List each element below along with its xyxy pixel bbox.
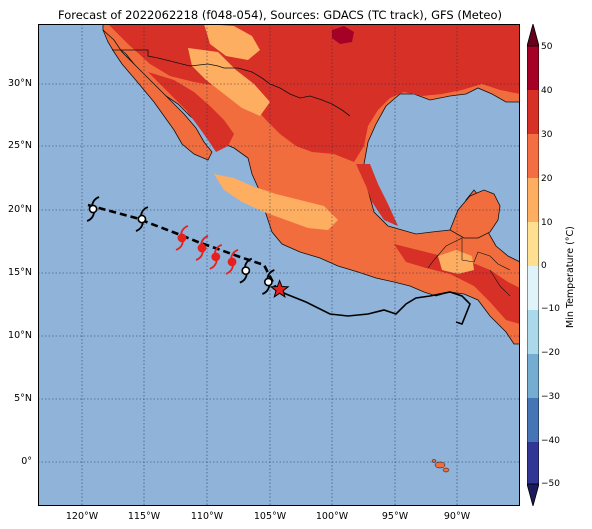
- colorbar-bin: [527, 222, 539, 266]
- land-yucatan: [449, 189, 501, 239]
- lat-label: 30°N: [8, 78, 32, 89]
- colorbar-tick: 0: [541, 261, 547, 271]
- colorbar-bin: [527, 134, 539, 178]
- map-title: Forecast of 2022062218 (f048-054), Sourc…: [58, 8, 502, 22]
- colorbar-bin: [527, 310, 539, 354]
- colorbar-tick: 10: [541, 218, 553, 228]
- map-panel: [38, 24, 520, 506]
- colorbar-tick: 20: [541, 174, 553, 184]
- colorbar-bin: [527, 46, 539, 90]
- colorbar-cap-bottom: [527, 483, 539, 506]
- hurricane-icon: [239, 257, 253, 284]
- lon-label: 100°W: [315, 511, 349, 522]
- land-mild-highlands-central: [214, 174, 338, 230]
- lon-label: 95°W: [381, 511, 409, 522]
- star-icon: [269, 279, 290, 298]
- colorbar-frame: [527, 45, 539, 485]
- colorbar-tick: −20: [541, 348, 560, 358]
- hurricane-icon: [86, 196, 100, 222]
- forecast-hurricane-icon: [175, 225, 189, 251]
- land-mild-highlands-guatemala: [438, 250, 474, 274]
- storm-symbols: [86, 196, 275, 295]
- lat-label: 20°N: [8, 204, 32, 215]
- colorbar-cap-top: [527, 24, 539, 47]
- lon-label: 115°W: [127, 511, 161, 522]
- land-hot-coast-west: [148, 72, 234, 152]
- lon-label: 110°W: [190, 511, 224, 522]
- colorbar-bin: [527, 398, 539, 442]
- forecast-hurricane-icon: [209, 243, 223, 270]
- hurricane-icon: [262, 269, 275, 295]
- colorbar-tick: −50: [541, 479, 560, 489]
- land-mild-highlands-north: [188, 48, 270, 116]
- forecast-hurricane-icon: [195, 235, 209, 261]
- land-hot-south: [394, 244, 520, 324]
- lat-label: 25°N: [8, 140, 32, 151]
- land-extreme-spot: [332, 26, 354, 44]
- colorbar-tick: 50: [541, 42, 553, 52]
- map-frame: [38, 24, 520, 506]
- lat-label: 15°N: [8, 267, 32, 278]
- lon-label: 90°W: [443, 511, 471, 522]
- current-position-marker: [269, 279, 290, 298]
- colorbar-tick: −10: [541, 304, 560, 314]
- colorbar-bin: [527, 266, 539, 310]
- colorbar-bin: [527, 354, 539, 398]
- galapagos-islands: [431, 459, 450, 473]
- colorbar-bin: [527, 178, 539, 222]
- country-borders-central-america: [427, 237, 511, 297]
- colorbar-tick: −30: [541, 392, 560, 402]
- colorbar-bin: [527, 442, 539, 484]
- lat-label: 10°N: [8, 330, 32, 341]
- lat-label: 5°N: [14, 393, 32, 404]
- forecast-hurricane-icon: [225, 249, 239, 275]
- land-mild-ne-region: [204, 24, 260, 60]
- colorbar-tick: 30: [541, 130, 553, 140]
- lon-label: 120°W: [65, 511, 99, 522]
- lon-label: 105°W: [253, 511, 287, 522]
- colorbar: [527, 24, 539, 506]
- land-hot-coast-gulf: [356, 164, 398, 226]
- lat-label: 0°: [21, 456, 32, 467]
- storm-track-forecast: [275, 287, 471, 325]
- colorbar-bin: [527, 90, 539, 134]
- colorbar-tick: −40: [541, 436, 560, 446]
- hurricane-icon: [135, 206, 149, 232]
- country-border-us-mexico: [112, 49, 351, 117]
- land-baja-california: [102, 29, 213, 161]
- colorbar-tick: 40: [541, 86, 553, 96]
- colorbar-label: Min Temperature (°C): [565, 226, 576, 328]
